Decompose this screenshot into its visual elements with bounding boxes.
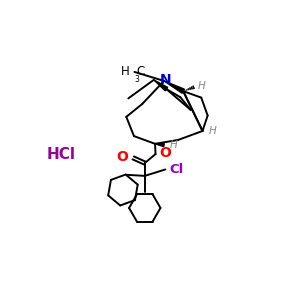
Text: N: N (159, 74, 171, 88)
Text: Cl: Cl (169, 163, 184, 176)
Text: C: C (137, 65, 145, 78)
Text: O: O (117, 150, 129, 164)
Text: H: H (170, 140, 178, 150)
Text: H: H (121, 65, 130, 78)
Polygon shape (155, 143, 164, 147)
Polygon shape (154, 80, 168, 91)
Text: 3: 3 (134, 75, 139, 84)
Text: HCl: HCl (47, 147, 76, 162)
Polygon shape (164, 81, 184, 93)
Text: H: H (208, 126, 216, 136)
Text: H: H (198, 81, 206, 91)
Text: O: O (160, 146, 172, 160)
